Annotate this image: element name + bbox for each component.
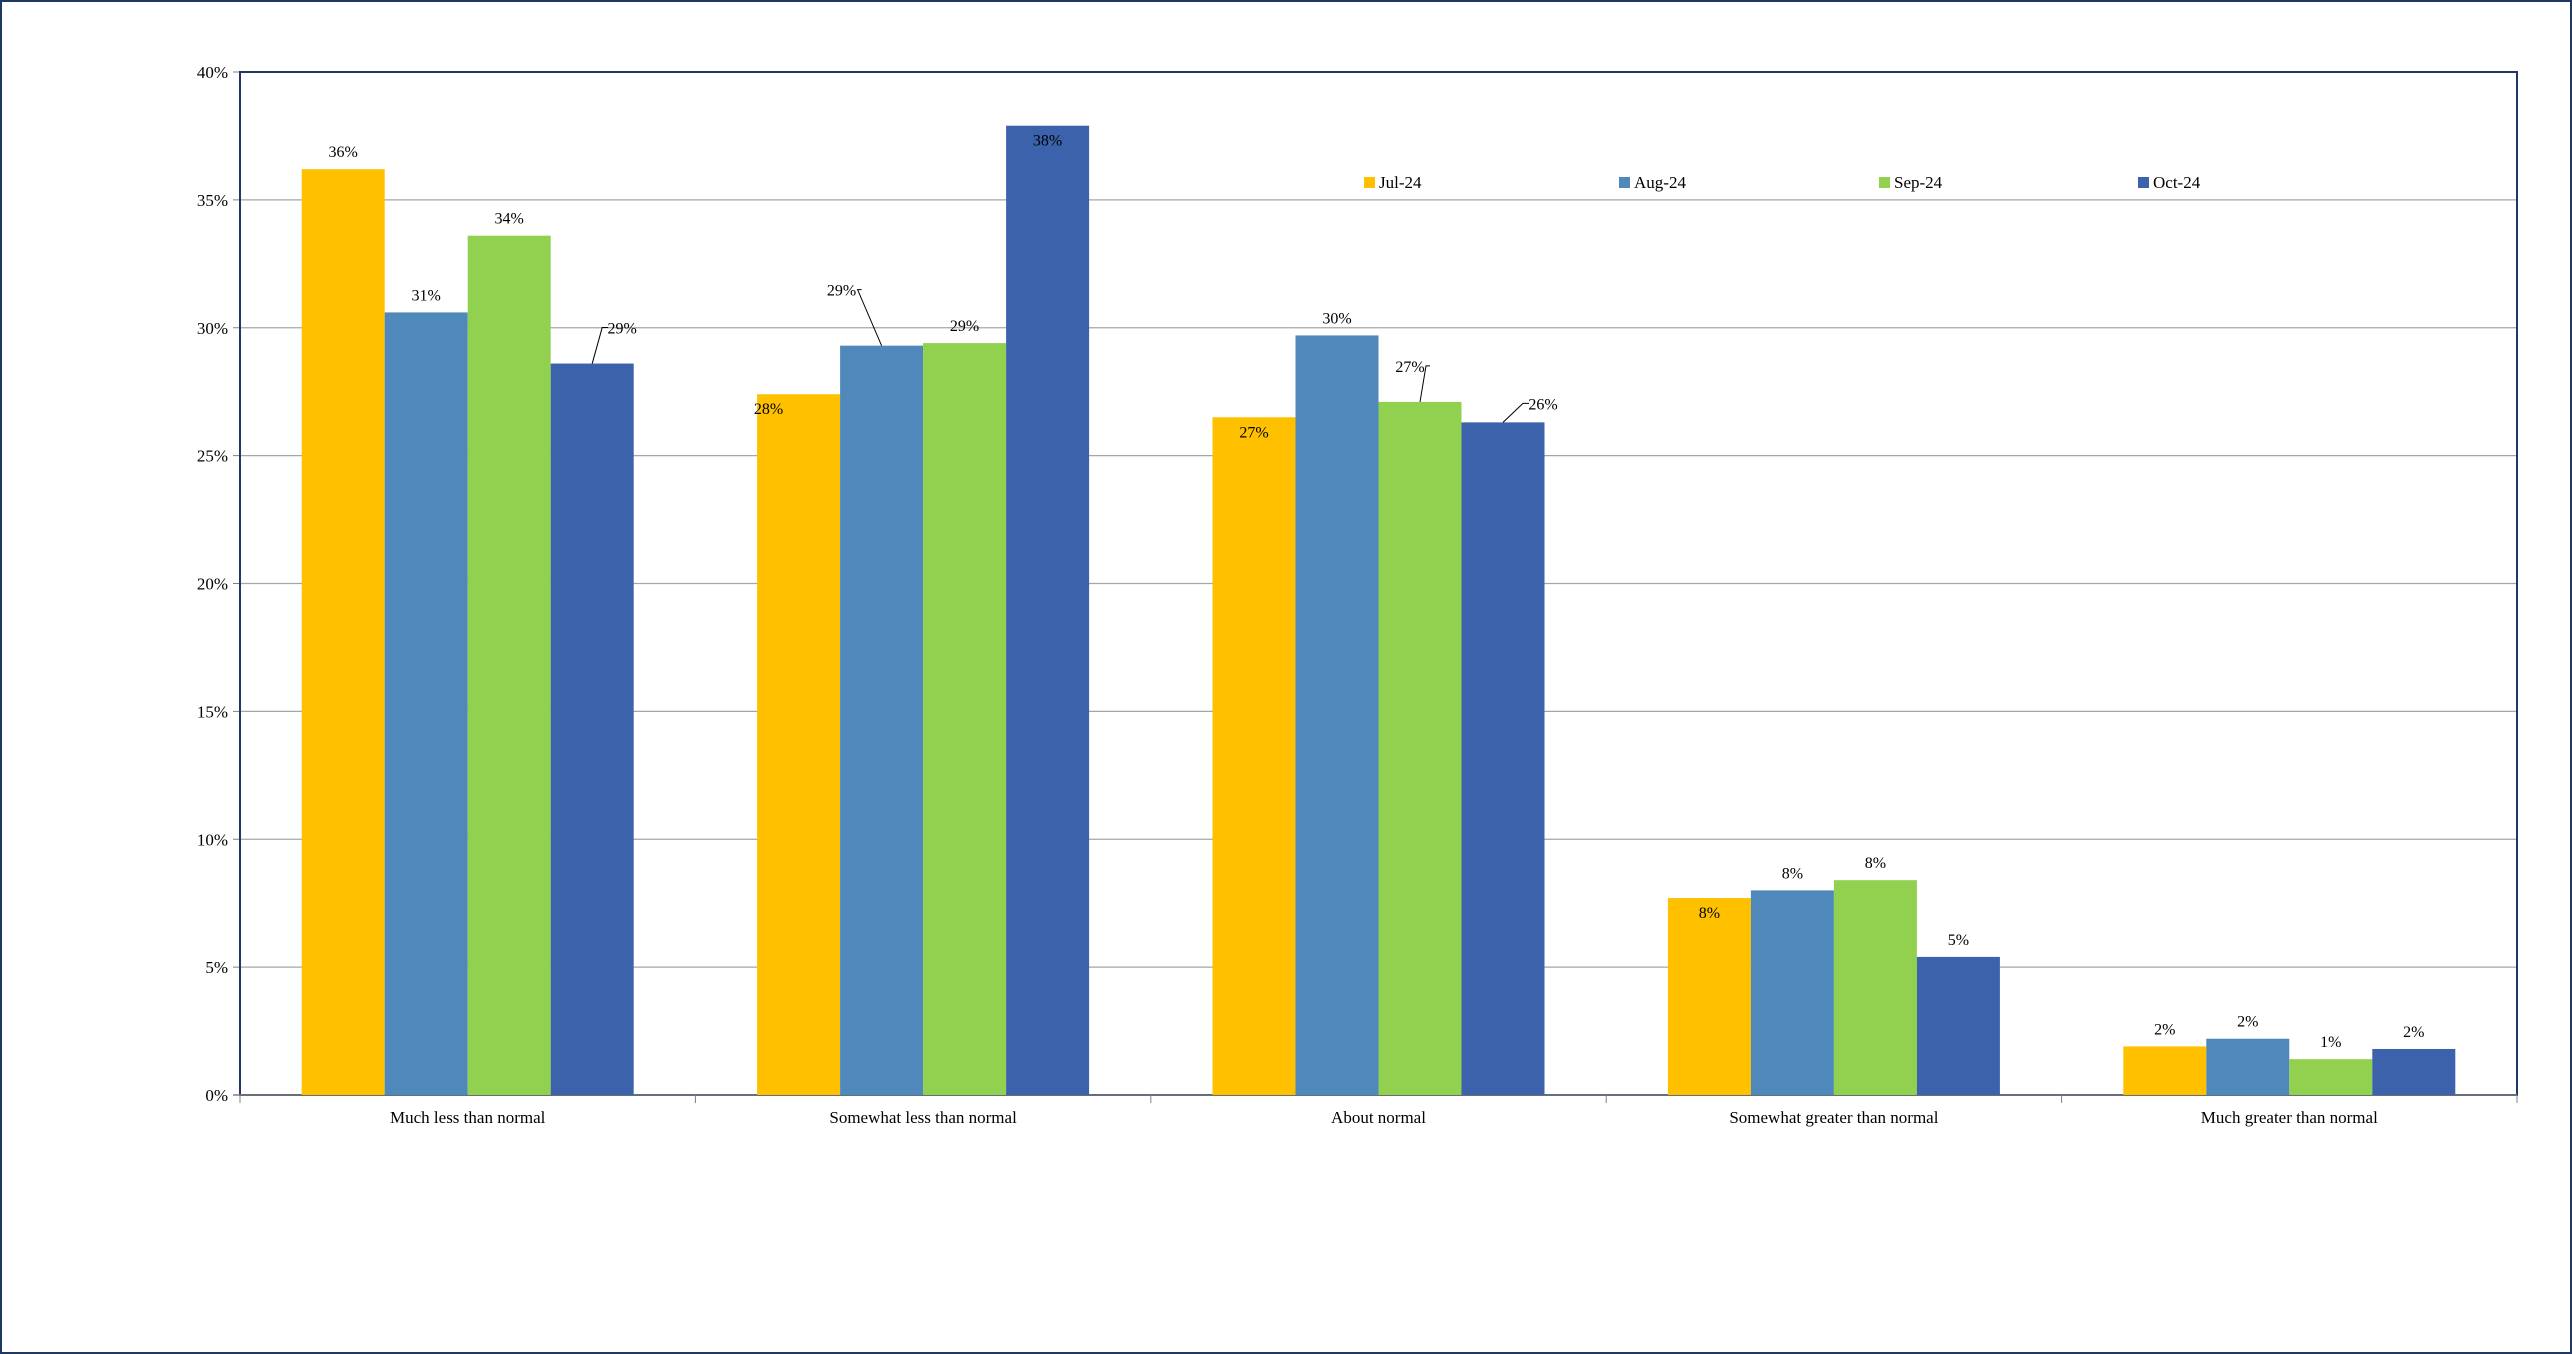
category-label: Somewhat less than normal [829,1108,1017,1127]
bar [467,235,551,1095]
legend-label: Jul-24 [1379,173,1422,192]
bar [384,312,468,1095]
legend: Jul-24 Aug-24 Sep-24 Oct-24 [1364,173,2201,192]
y-tick-label: 35% [197,191,228,210]
y-tick-label: 15% [197,702,228,721]
category-label: About normal [1331,1108,1426,1127]
legend-swatch [1879,177,1890,188]
bar [1006,125,1090,1095]
legend-label: Sep-24 [1894,173,1943,192]
legend-label: Aug-24 [1634,173,1686,192]
bar [1295,335,1379,1095]
y-tick-label: 40% [197,63,228,82]
data-label: 8% [1782,865,1803,882]
data-label: 27% [1395,359,1424,376]
y-tick-label: 10% [197,830,228,849]
category-label: Much greater than normal [2201,1108,2378,1127]
bar [1750,890,1834,1095]
bar [2372,1048,2456,1095]
y-tick-label: 5% [205,958,228,977]
data-label: 1% [2320,1034,2341,1051]
leader-line [1502,402,1529,423]
data-labels: 36% 28% 27% 8% 2% 31% 29% 30% 8% 2% 34% 29% 27% 8% 1% 2… [329,133,2425,1051]
bar [2289,1059,2373,1095]
data-label: 38% [1033,133,1062,150]
data-label: 2% [2403,1024,2424,1041]
bar [1916,956,2000,1095]
bar [923,343,1007,1096]
bars [301,125,2456,1096]
data-label: 2% [2237,1014,2258,1031]
data-label: 27% [1239,424,1268,441]
data-label: 5% [1948,932,1969,949]
bar [301,169,385,1095]
leader-line [856,289,883,346]
label-leader-lines [591,289,1529,423]
data-label: 28% [754,401,783,418]
bar [1461,422,1545,1095]
bar [1833,880,1917,1095]
bar [2206,1038,2290,1095]
data-label: 29% [827,283,856,300]
data-label: 36% [329,144,358,161]
data-label: 29% [608,321,637,338]
leader-line [1419,365,1430,402]
data-label: 34% [495,211,524,228]
bar [1212,417,1296,1095]
data-label: 2% [2154,1021,2175,1038]
data-label: 8% [1865,855,1886,872]
bar [1378,401,1462,1096]
y-tick-label: 30% [197,319,228,338]
leader-line [591,327,609,364]
legend-swatch [1364,177,1375,188]
data-label: 31% [412,287,441,304]
legend-label: Oct-24 [2153,173,2201,192]
y-tick-label: 25% [197,447,228,466]
y-tick-label: 20% [197,575,228,594]
bar [840,345,924,1096]
bar [2123,1046,2207,1095]
bar [757,394,841,1095]
legend-swatch [2138,177,2149,188]
data-label: 29% [950,318,979,335]
bar [550,363,634,1095]
data-label: 26% [1528,396,1557,413]
data-label: 30% [1322,310,1351,327]
category-label: Somewhat greater than normal [1729,1108,1938,1127]
data-label: 8% [1699,905,1720,922]
y-tick-label: 0% [205,1086,228,1105]
legend-swatch [1619,177,1630,188]
category-label: Much less than normal [390,1108,546,1127]
bar [1667,898,1751,1095]
